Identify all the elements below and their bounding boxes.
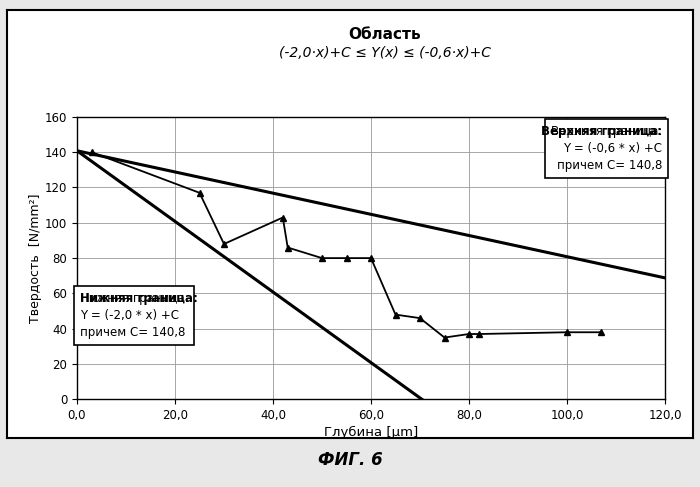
- Text: Область: Область: [349, 27, 421, 42]
- Y-axis label: Твердость  [N/mm²]: Твердость [N/mm²]: [29, 193, 42, 323]
- Text: Нижняя граница:: Нижняя граница:: [80, 292, 198, 305]
- X-axis label: Глубина [μm]: Глубина [μm]: [324, 426, 418, 439]
- Text: Верхняя граница:
Y = (-0,6 * x) +C
причем C= 140,8: Верхняя граница: Y = (-0,6 * x) +C приче…: [551, 125, 662, 172]
- Text: Верхняя граница:: Верхняя граница:: [541, 125, 662, 138]
- Text: ФИГ. 6: ФИГ. 6: [318, 451, 382, 469]
- Text: Нижняя граница:
Y = (-2,0 * x) +C
причем C= 140,8: Нижняя граница: Y = (-2,0 * x) +C причем…: [80, 292, 188, 339]
- Text: (-2,0·x)+C ≤ Y(x) ≤ (-0,6·x)+C: (-2,0·x)+C ≤ Y(x) ≤ (-0,6·x)+C: [279, 46, 491, 60]
